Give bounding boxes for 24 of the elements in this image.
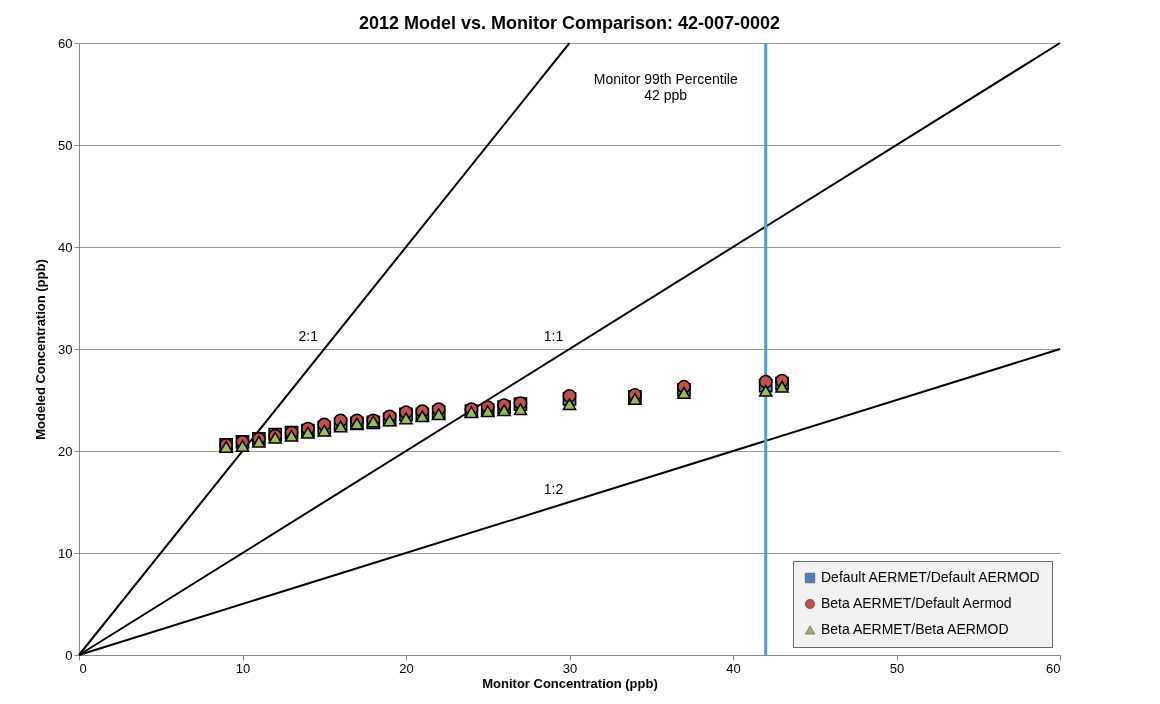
x-tick-label: 10 <box>235 660 251 676</box>
series-label: 1:1 <box>543 328 564 344</box>
series-label: 1:2 <box>543 481 564 497</box>
y-tick-label: 60 <box>58 35 73 51</box>
x-axis-title: Monitor Concentration (ppb) <box>482 675 658 691</box>
ref-line-label: Monitor 99th Percentile 42 ppb <box>593 71 738 103</box>
y-tick-label: 50 <box>58 137 73 153</box>
y-tick-label: 30 <box>58 341 73 357</box>
legend-label: Beta AERMET/Default Aermod <box>821 595 1012 611</box>
y-tick-label: 40 <box>58 239 73 255</box>
x-tick-label: 30 <box>562 660 578 676</box>
y-tick-label: 0 <box>65 647 73 663</box>
x-tick-label: 60 <box>1046 660 1061 676</box>
y-axis-title: Modeled Concentration (ppb) <box>33 259 49 440</box>
x-tick-label: 40 <box>726 660 741 676</box>
legend-label: Beta AERMET/Beta AERMOD <box>821 621 1009 637</box>
y-tick-label: 20 <box>58 443 73 459</box>
x-tick-label: 20 <box>399 660 414 676</box>
legend-label: Default AERMET/Default AERMOD <box>821 569 1040 585</box>
y-tick-label: 10 <box>58 545 73 561</box>
chart-title: 2012 Model vs. Monitor Comparison: 42-007-0002 <box>358 13 781 33</box>
x-tick-label: 0 <box>79 660 87 676</box>
x-tick-label: 50 <box>889 660 905 676</box>
series-label: 2:1 <box>298 328 319 344</box>
